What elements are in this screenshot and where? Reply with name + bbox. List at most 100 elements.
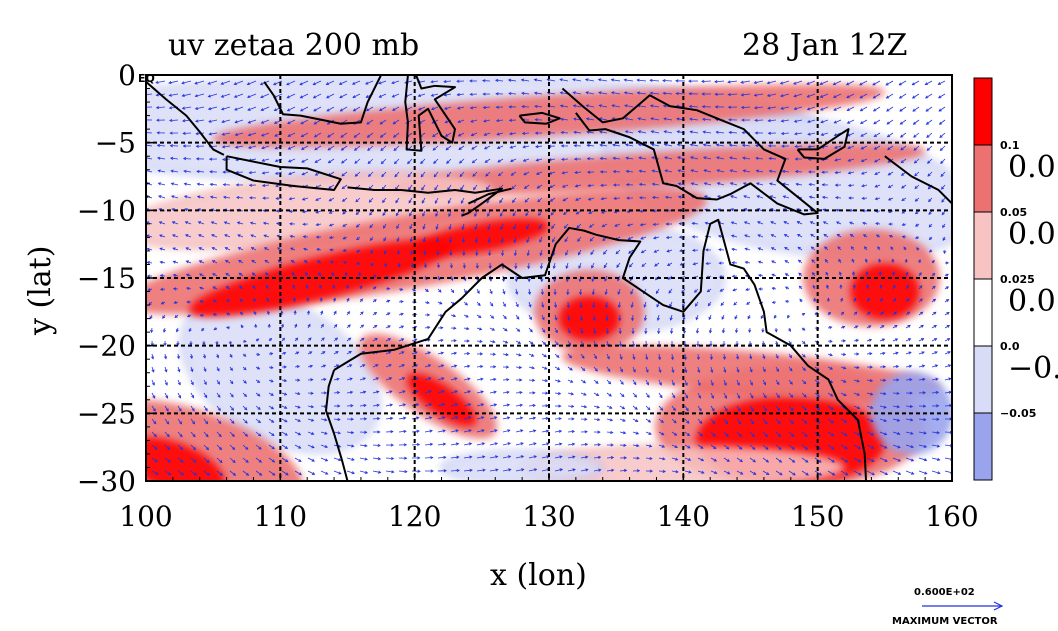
wind-vector [807,106,816,110]
wind-vector-head [860,159,865,163]
wind-vector-head [201,328,205,332]
wind-vector [931,444,940,447]
wind-vector-head [156,143,161,148]
wind-vector-head [523,185,528,189]
wind-vector-head [380,147,384,151]
wind-vector [392,106,400,111]
wind-vector [418,106,426,111]
wind-vector-head [769,195,773,199]
wind-vector-head [623,468,628,473]
wind-vector [355,210,361,215]
wind-vector [221,106,231,110]
wind-vector-head [223,221,228,225]
wind-vector-head [515,303,519,308]
wind-vector [731,221,738,225]
wind-vector [697,418,703,424]
wind-vector-head [276,234,280,238]
wind-vector [476,378,483,381]
wind-vector-head [655,290,659,295]
wind-vector [262,158,270,162]
wind-vector-head [270,352,274,356]
wind-vector-head [341,173,345,177]
wind-vector-head [905,284,909,289]
wind-vector [835,171,842,174]
wind-vector-head [205,446,210,451]
wind-vector-head [855,325,859,329]
wind-vector [723,470,730,475]
coast-borneo [263,75,382,125]
wind-vector-head [376,403,380,407]
wind-vector [528,366,535,369]
wind-vector-head [324,458,329,462]
wind-vector [437,430,446,433]
wind-vector [359,364,365,368]
wind-vector-head [844,433,848,437]
wind-vector-head [365,94,369,98]
wind-vector [288,158,296,163]
max-vector-value: 0.600E+02 [914,587,975,598]
wind-vector [261,132,270,137]
wind-vector-head [803,407,807,411]
wind-vector-head [443,106,448,110]
wind-vector [580,379,586,384]
wind-vector-head [623,91,628,95]
wind-vector-head [570,392,575,396]
wind-vector-head [887,197,892,201]
wind-vector-head [174,314,178,319]
wind-vector-head [613,196,617,200]
wind-vector-head [300,121,304,125]
wind-vector [567,327,571,334]
wind-vector [541,327,546,333]
wind-vector [827,405,834,410]
wind-vector [684,379,688,386]
wind-vector-head [732,288,736,292]
wind-vector [211,221,218,225]
wind-vector [261,145,270,149]
wind-vector [515,404,523,407]
wind-vector [704,195,712,199]
wind-vector-head [540,278,544,283]
wind-vector-head [383,238,387,242]
wind-vector [229,444,235,450]
wind-vector-head [906,311,911,315]
wind-vector-head [630,304,634,309]
wind-vector-head [287,159,292,163]
wind-vector-head [285,472,289,476]
wind-vector-head [559,455,563,459]
wind-vector [703,144,712,147]
wind-vector-head [754,144,759,148]
wind-vector [541,353,547,358]
wind-vector-head [557,391,562,396]
wind-vector [859,93,868,99]
wind-vector [528,404,536,407]
wind-vector-head [662,469,666,473]
colorbar-level-label: 0.05 [1000,206,1027,219]
wind-vector-head [183,169,187,173]
wind-vector-head [289,234,293,238]
wind-vector-head [871,459,875,462]
wind-vector-head [351,444,355,448]
wind-vector [210,196,218,199]
wind-vector-head [882,351,886,355]
wind-vector [236,196,244,199]
wind-vector [287,93,296,99]
wind-vector-head [527,278,531,283]
wind-vector [866,457,875,462]
wind-vector [593,366,598,372]
wind-vector [918,378,925,381]
wind-vector [710,366,713,373]
wind-vector [212,260,218,264]
wind-vector-head [625,143,629,147]
wind-vector-head [170,182,175,186]
wind-vector-head [400,325,405,329]
wind-vector [515,455,524,459]
wind-vector-head [666,263,671,266]
wind-vector [650,79,660,82]
wind-vector-head [337,431,342,435]
wind-vector [471,145,478,150]
wind-vector-head [328,210,333,214]
wind-vector [320,444,328,448]
wind-vector-head [232,446,236,451]
wind-vector-head [429,442,434,446]
wind-vector-head [226,326,230,330]
